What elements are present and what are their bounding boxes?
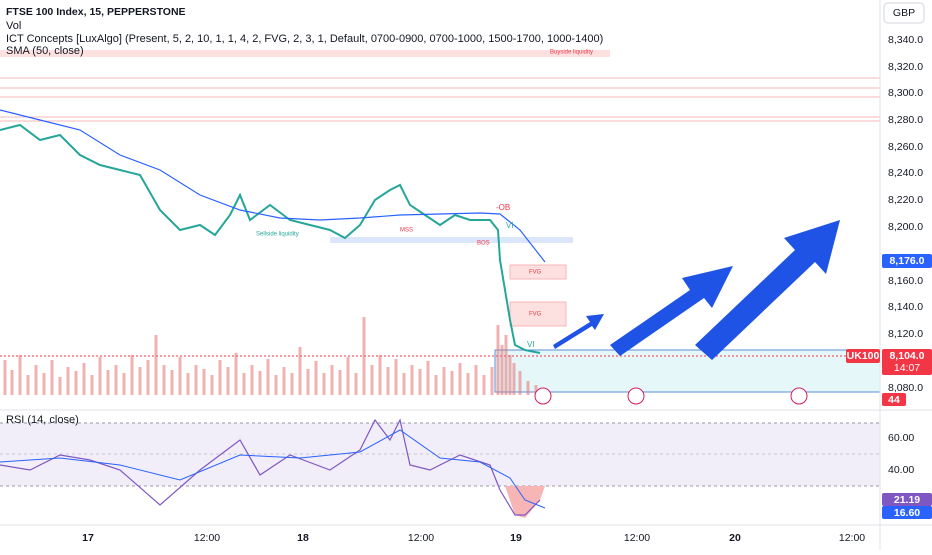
price-label: 8,120.0 [888, 328, 923, 340]
rsi-label: 40.00 [888, 464, 914, 476]
price-label: 8,240.0 [888, 167, 923, 179]
event-icon[interactable] [534, 387, 552, 405]
time-label: 12:00 [408, 532, 434, 544]
rsi-ma-tag-text: 16.60 [894, 507, 920, 519]
volume-label: Vol [6, 20, 21, 32]
event-icon[interactable] [790, 387, 808, 405]
time-label: 19 [510, 532, 522, 544]
oversold-fill [505, 486, 545, 518]
event-icon[interactable] [627, 387, 645, 405]
currency-button[interactable] [883, 2, 925, 24]
indicator-label: ICT Concepts [LuxAlgo] (Present, 5, 2, 1… [6, 33, 603, 45]
currency[interactable]: GBP [893, 7, 915, 19]
rsi-tag [882, 493, 932, 506]
rsi-tag-text: 21.19 [894, 494, 920, 506]
fvg-box [509, 301, 567, 327]
annotation: -OB [496, 203, 510, 212]
annotation: FVG [529, 270, 542, 276]
annotation: VI [506, 221, 514, 230]
time-label: 20 [729, 532, 741, 544]
annotation: Buyside liquidity [550, 50, 593, 56]
price-tag-text: 8,104.0 [889, 350, 924, 362]
rsi-line [0, 418, 541, 516]
volume [3, 317, 538, 395]
symbol-tag [846, 349, 880, 363]
price-label: 8,260.0 [888, 141, 923, 153]
buyside-band [0, 50, 610, 57]
price-label: 8,320.0 [888, 61, 923, 73]
sellside-band [330, 237, 573, 243]
zone [494, 349, 881, 393]
annotation: MSS [400, 228, 413, 234]
price-label: 8,300.0 [888, 87, 923, 99]
annotation: BOS [477, 241, 490, 247]
volume-tag [882, 393, 906, 406]
annotation: FVG [529, 312, 542, 318]
sma-tag [882, 254, 932, 268]
sma-label: SMA (50, close) [6, 45, 84, 57]
sma-tag-text: 8,176.0 [889, 255, 924, 267]
time-label: 12:00 [194, 532, 220, 544]
fvg-box [509, 264, 567, 280]
volume-tag-text: 44 [888, 394, 900, 406]
rsi-ma-line [0, 429, 546, 509]
price-label: 8,220.0 [888, 194, 923, 206]
countdown: 14:07 [894, 362, 920, 374]
annotation: VI [527, 340, 535, 349]
symbol-title: FTSE 100 Index, 15, PEPPERSTONE [6, 6, 186, 18]
time-label: 18 [297, 532, 309, 544]
price-label: 8,340.0 [888, 34, 923, 46]
rsi-ma-tag [882, 506, 932, 519]
arrows [553, 220, 840, 360]
rsi-label: RSI (14, close) [6, 414, 79, 426]
time-label: 12:00 [624, 532, 650, 544]
time-label: 12:00 [839, 532, 865, 544]
price-label: 8,140.0 [888, 301, 923, 313]
price-label: 8,200.0 [888, 221, 923, 233]
price-tag [882, 349, 932, 375]
price-label: 8,080.0 [888, 382, 923, 394]
time-label: 17 [82, 532, 94, 544]
sma-line [0, 109, 546, 263]
price-label: 8,280.0 [888, 114, 923, 126]
rsi-label: 60.00 [888, 432, 914, 444]
symbol-tag-text: UK100 [847, 350, 880, 362]
price-line [0, 123, 541, 354]
price-label: 8,160.0 [888, 275, 923, 287]
annotation: Sellside liquidity [256, 232, 299, 238]
